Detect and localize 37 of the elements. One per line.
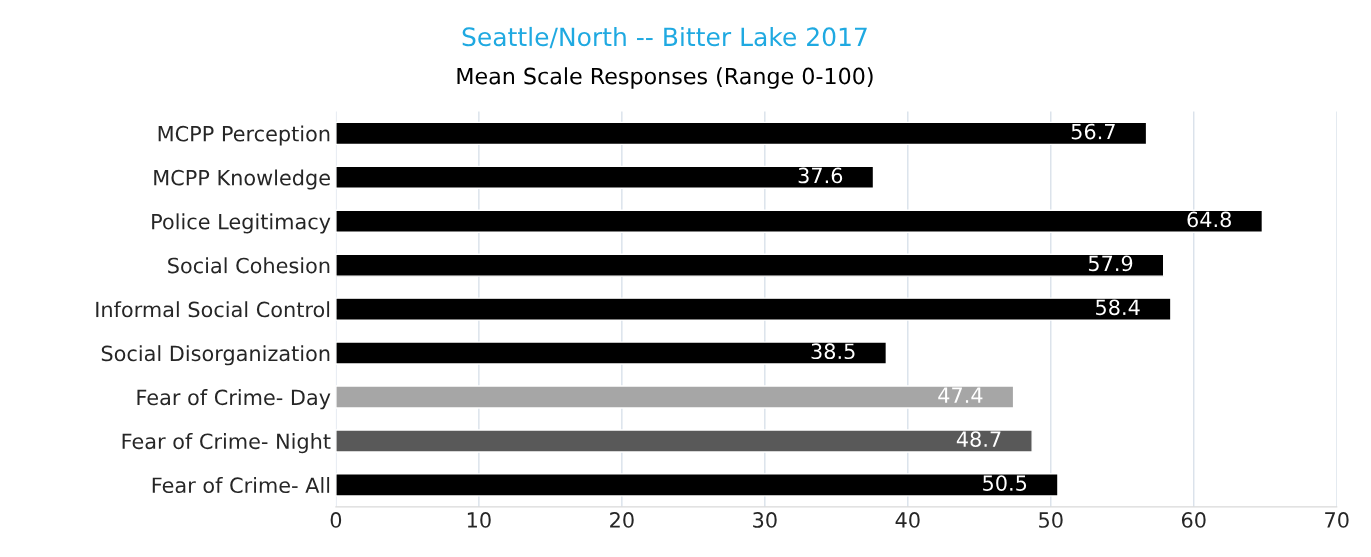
- chart-title: Seattle/North -- Bitter Lake 2017: [462, 26, 867, 49]
- x-tick-label: 60: [1181, 512, 1206, 528]
- data-label: 64.8: [1187, 211, 1231, 228]
- y-tick-label: Social Cohesion: [168, 257, 330, 274]
- data-label: 38.5: [811, 343, 855, 360]
- data-label: 37.6: [798, 167, 843, 184]
- bar: [335, 121, 1148, 146]
- x-tick-label: 50: [1039, 512, 1063, 528]
- data-label: 58.4: [1096, 299, 1140, 316]
- x-tick-label: 70: [1325, 512, 1349, 528]
- y-tick-label: Social Disorganization: [101, 345, 330, 366]
- y-tick-label: Fear of Crime- All: [152, 476, 330, 494]
- data-label: 56.7: [1071, 123, 1115, 140]
- y-tick-label: Fear of Crime- Day: [137, 389, 331, 410]
- x-tick-label: 40: [895, 512, 920, 528]
- bar: [335, 253, 1165, 277]
- bar: [335, 341, 888, 365]
- y-tick-label: Fear of Crime- Night: [122, 433, 331, 454]
- bar: [335, 165, 875, 189]
- chart-subtitle: Mean Scale Responses (Range 0-100): [457, 67, 873, 89]
- y-tick-label: Informal Social Control: [96, 301, 330, 318]
- x-tick-label: 10: [467, 512, 491, 528]
- data-label: 47.4: [938, 387, 983, 403]
- data-label: 57.9: [1088, 255, 1133, 272]
- data-label: 50.5: [983, 475, 1027, 491]
- y-tick-label: Police Legitimacy: [152, 213, 331, 234]
- x-tick-label: 30: [753, 512, 777, 528]
- x-tick-label: 20: [610, 512, 634, 528]
- bar: [335, 385, 1015, 409]
- bar: [335, 429, 1033, 453]
- y-tick-label: MCPP Knowledge: [154, 169, 330, 190]
- bar: [335, 297, 1172, 321]
- bar: [335, 473, 1059, 497]
- y-tick-label: MCPP Perception: [158, 125, 330, 146]
- x-tick-label: 0: [330, 512, 342, 528]
- data-label: 48.7: [956, 431, 1001, 447]
- bar: [335, 209, 1264, 233]
